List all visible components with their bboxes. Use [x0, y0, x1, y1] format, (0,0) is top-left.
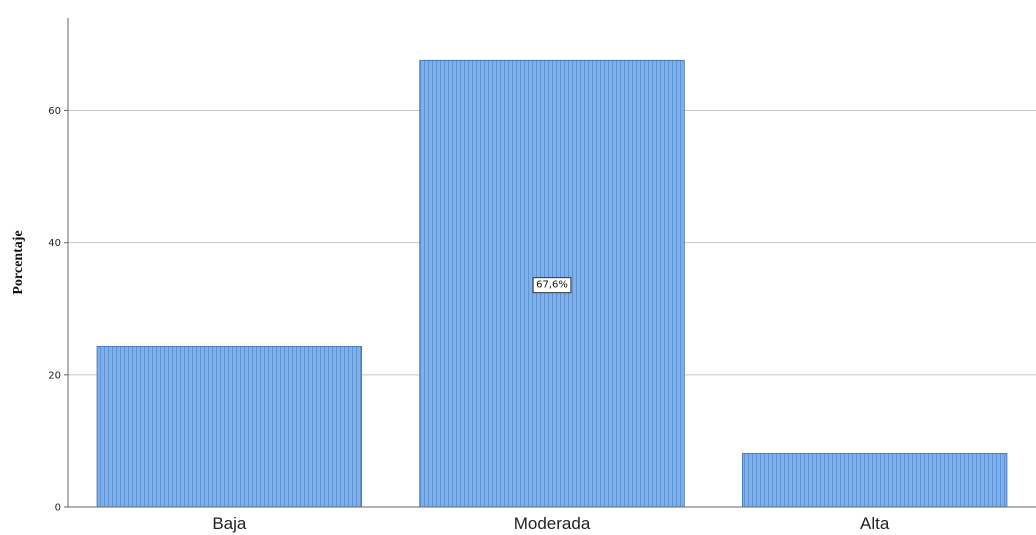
data-label-box: [532, 277, 572, 294]
y-tick-label-0: 0: [55, 503, 61, 514]
x-tick-label-moderada: Moderada: [514, 514, 591, 533]
x-tick-label-alta: Alta: [860, 514, 890, 533]
bars: [96, 59, 1008, 508]
y-axis-title: Porcentaje: [11, 230, 26, 294]
bar-baja: [96, 346, 363, 508]
data-label-text: 67,6%: [536, 280, 568, 291]
bar-alta: [741, 453, 1008, 508]
axes: [64, 18, 1036, 508]
y-tick-label-60: 60: [48, 106, 61, 117]
labels: Baja Moderada Alta 0 20 40 60 Porcentaje 67,6%: [11, 106, 890, 533]
x-tick-label-baja: Baja: [212, 514, 247, 533]
data-label-moderada: 67,6%: [532, 277, 572, 294]
y-tick-label-20: 20: [48, 370, 61, 381]
y-tick-label-40: 40: [48, 238, 61, 249]
